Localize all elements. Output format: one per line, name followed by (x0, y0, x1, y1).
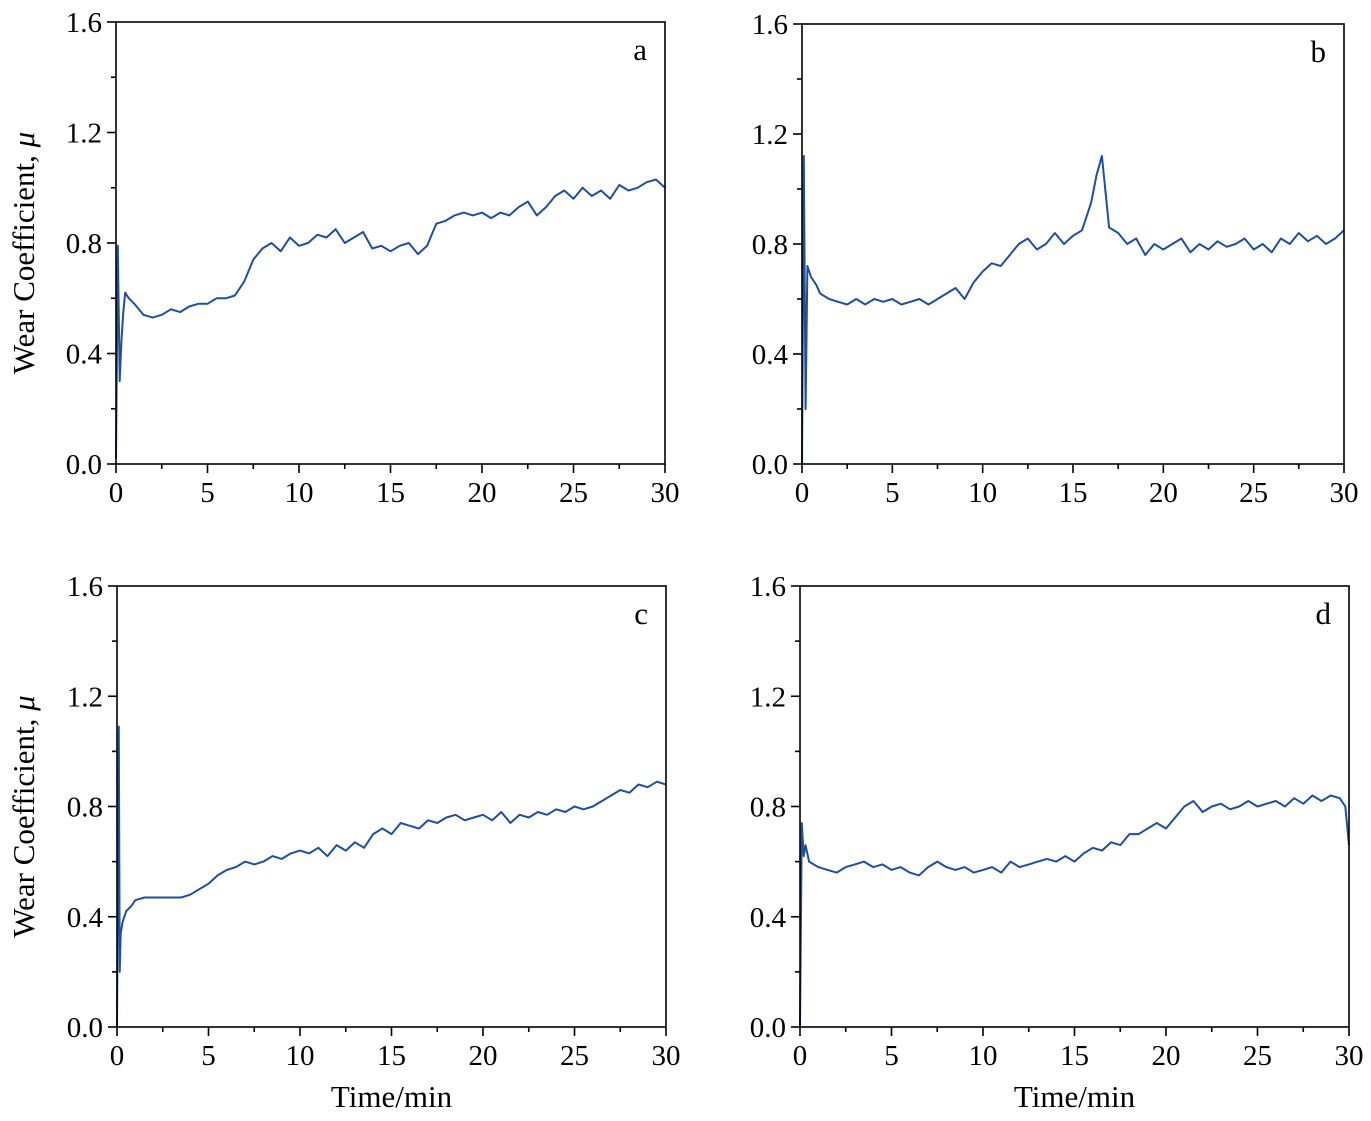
series-line-a (115, 178, 666, 459)
y-tick-label: 1.6 (66, 7, 102, 39)
y-tick-label: 0.8 (750, 792, 786, 824)
x-tick-label: 30 (651, 477, 680, 509)
x-tick-label: 30 (1335, 1040, 1364, 1072)
x-tick-label: 5 (200, 477, 215, 509)
x-tick-label: 10 (968, 477, 997, 509)
y-tick-label: 0.0 (752, 449, 788, 481)
x-tick-label: 0 (110, 1040, 125, 1072)
x-tick-label: 15 (1059, 477, 1088, 509)
x-tick-label: 20 (1149, 477, 1178, 509)
x-tick-label: 10 (285, 477, 314, 509)
x-tick-label: 15 (376, 477, 405, 509)
x-tick-label: 5 (885, 477, 900, 509)
y-tick-label: 1.6 (750, 571, 786, 603)
x-tick-label: 30 (1330, 477, 1359, 509)
x-tick-label: 0 (109, 477, 124, 509)
x-tick-label: 20 (1152, 1040, 1181, 1072)
y-axis-label-symbol: μ (6, 132, 41, 149)
x-axis-label: Time/min (331, 1079, 453, 1114)
panel-letter: d (1316, 596, 1332, 631)
panel-b: 0 5 10 15 20 25 30 0.0 0.4 0.8 1.2 1.6 b (752, 9, 1359, 509)
x-tick-label: 25 (560, 1040, 589, 1072)
y-axis-label: Wear Coefficient, μ (6, 132, 41, 374)
x-axis-label: Time/min (1014, 1079, 1136, 1114)
plot-frame (115, 21, 666, 465)
y-tick-label: 1.2 (750, 681, 786, 713)
x-tick-label: 20 (468, 477, 497, 509)
panel-a: 0 5 10 15 20 25 30 0.0 0.4 0.8 1.2 1.6 a Wear Coeffic… (6, 7, 680, 509)
y-axis-label-text: Wear Coefficient, (6, 147, 41, 374)
panel-c: 0 5 10 15 20 25 30 0.0 0.4 0.8 1.2 1.6 c Time/min Wear… (6, 571, 681, 1114)
y-tick-label: 1.6 (67, 571, 103, 603)
x-tick-label: 25 (559, 477, 588, 509)
y-tick-label: 1.2 (66, 118, 102, 150)
y-axis-label: Wear Coefficient, μ (6, 695, 41, 937)
y-tick-label: 0.8 (752, 229, 788, 261)
y-tick-label: 1.6 (752, 9, 788, 41)
x-tick-label: 5 (884, 1040, 899, 1072)
y-tick-label: 1.2 (67, 681, 103, 713)
y-tick-label: 0.4 (752, 339, 789, 371)
plot-frame (116, 585, 667, 1028)
x-tick-label: 15 (1060, 1040, 1089, 1072)
y-tick-label: 0.0 (750, 1012, 786, 1044)
y-tick-label: 0.8 (67, 792, 103, 824)
x-tick-label: 10 (969, 1040, 998, 1072)
panel-d: 0 5 10 15 20 25 30 0.0 0.4 0.8 1.2 1.6 d Time/min (750, 571, 1364, 1114)
y-tick-label: 0.8 (66, 228, 102, 260)
x-tick-label: 20 (469, 1040, 498, 1072)
panel-letter: b (1311, 34, 1327, 69)
panel-letter: a (633, 32, 647, 67)
y-tick-label: 0.0 (67, 1012, 103, 1044)
x-tick-label: 10 (286, 1040, 315, 1072)
y-tick-label: 1.2 (752, 119, 788, 151)
y-axis-label-text: Wear Coefficient, (6, 711, 41, 938)
series-line-c (116, 725, 667, 1028)
y-tick-label: 0.4 (750, 902, 787, 934)
x-tick-label: 5 (201, 1040, 216, 1072)
y-tick-label: 0.4 (67, 902, 104, 934)
series-line-d (799, 794, 1350, 1028)
series-line-b (801, 155, 1345, 465)
x-tick-label: 0 (793, 1040, 808, 1072)
x-tick-label: 25 (1239, 477, 1268, 509)
y-tick-label: 0.4 (66, 339, 103, 371)
x-tick-label: 30 (652, 1040, 681, 1072)
y-tick-label: 0.0 (66, 449, 102, 481)
plot-frame (799, 585, 1350, 1028)
x-tick-label: 25 (1243, 1040, 1272, 1072)
x-tick-label: 15 (377, 1040, 406, 1072)
y-axis-label-symbol: μ (6, 695, 41, 712)
panel-letter: c (634, 596, 648, 631)
x-tick-label: 0 (795, 477, 810, 509)
